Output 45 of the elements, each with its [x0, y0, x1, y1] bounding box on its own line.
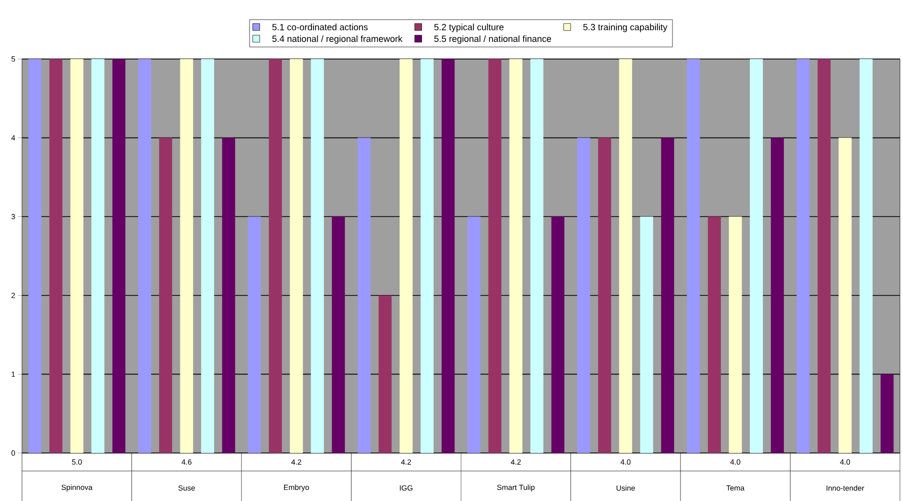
- bar: [619, 58, 632, 453]
- bar: [49, 58, 62, 453]
- legend-label: 5.5 regional / national finance: [434, 35, 552, 44]
- legend-label: 5.3 training capability: [583, 24, 668, 32]
- bar: [640, 216, 654, 453]
- bar: [860, 58, 873, 453]
- bar: [248, 216, 261, 453]
- bar: [750, 58, 763, 453]
- bar: [378, 295, 392, 453]
- bar: [530, 58, 544, 453]
- bar: [880, 374, 894, 453]
- bar: [222, 138, 236, 453]
- bar: [332, 216, 345, 453]
- bar: [28, 58, 42, 453]
- bar: [180, 58, 194, 453]
- bar: [467, 216, 480, 453]
- legend-label: 5.2 typical culture: [434, 24, 504, 32]
- bar: [400, 58, 413, 453]
- bar: [598, 138, 612, 453]
- bar: [708, 216, 721, 453]
- bar: [770, 138, 784, 453]
- bar: [70, 58, 84, 453]
- bar: [420, 58, 434, 453]
- bar: [686, 58, 700, 453]
- bar: [488, 58, 502, 453]
- legend-label: 5.1 co-ordinated actions: [272, 24, 368, 30]
- bar: [838, 138, 852, 453]
- bar: [290, 58, 303, 453]
- bar: [201, 58, 214, 453]
- bar: [577, 138, 590, 453]
- bar: [138, 58, 152, 453]
- bar: [268, 58, 282, 453]
- bar: [661, 138, 674, 453]
- bar: [358, 138, 371, 453]
- bar: [509, 58, 522, 453]
- bar: [442, 58, 455, 453]
- bar: [818, 58, 831, 453]
- bar: [159, 138, 172, 453]
- bar: [112, 58, 126, 453]
- bar: [796, 58, 810, 453]
- bar: [310, 58, 324, 453]
- bar: [728, 216, 742, 453]
- bar: [91, 58, 104, 453]
- legend-label: 5.4 national / regional framework: [272, 35, 403, 44]
- bar: [551, 216, 564, 453]
